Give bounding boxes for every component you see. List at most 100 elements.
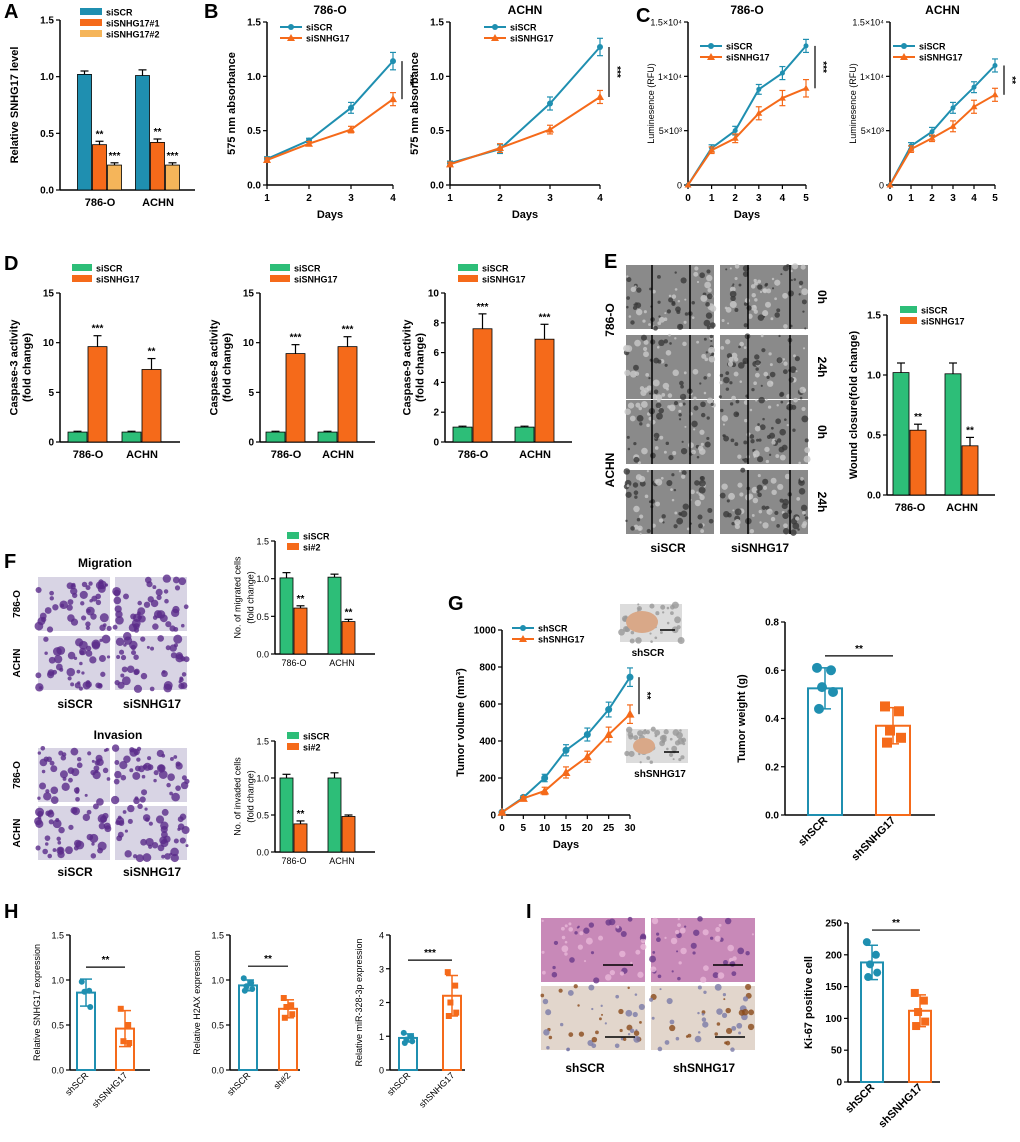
cell-texture [804, 327, 807, 330]
cell-texture [604, 974, 612, 981]
data-point [971, 84, 977, 90]
cell-texture [668, 297, 674, 303]
cell-texture [170, 608, 180, 618]
x-tick-label: 786-O [281, 658, 306, 668]
cell-texture [173, 626, 179, 632]
cell-texture [674, 288, 678, 291]
cell-texture [679, 513, 682, 516]
cell-texture [179, 677, 184, 683]
cell-texture [764, 283, 768, 287]
cell-texture [614, 1043, 620, 1049]
cell-texture [37, 796, 41, 800]
y-tick-label: 0.5 [430, 126, 444, 137]
cell-texture [761, 348, 766, 353]
cell-texture [665, 350, 672, 356]
data-point [117, 1005, 124, 1012]
data-point [281, 1014, 288, 1021]
cell-texture [663, 729, 669, 735]
legend-label: siSNHG17 [482, 275, 526, 285]
cell-texture [618, 628, 625, 636]
cell-texture [633, 364, 639, 371]
cell-texture [635, 637, 642, 644]
cell-texture [738, 1009, 745, 1016]
cell-texture [114, 605, 122, 613]
cell-texture [45, 810, 51, 816]
cell-texture [637, 971, 644, 978]
y-tick-label: 0.0 [51, 1066, 64, 1076]
cell-texture [799, 386, 806, 394]
cell-texture [727, 944, 734, 952]
data-point [582, 752, 592, 761]
cell-texture [558, 988, 563, 993]
cell-texture [135, 854, 144, 863]
cell-texture [703, 337, 707, 341]
cell-texture [679, 927, 686, 934]
cell-texture [717, 972, 725, 979]
x-tick-label: 0 [685, 193, 691, 204]
y-axis-label: Relative miR-328-3p expression [354, 938, 364, 1066]
cell-texture [762, 288, 767, 293]
cell-texture [692, 951, 696, 955]
cell-texture [75, 787, 80, 791]
y-tick-label: 0.0 [430, 181, 444, 192]
cell-texture [68, 777, 73, 783]
cell-texture [112, 586, 121, 596]
cell-texture [678, 418, 682, 421]
cell-texture [742, 271, 749, 277]
cell-texture [174, 585, 181, 591]
cell-texture [737, 947, 745, 955]
cell-texture [659, 740, 665, 747]
cell-texture [698, 479, 706, 487]
cell-texture [716, 1008, 723, 1015]
cell-texture [70, 682, 75, 687]
bar [327, 777, 342, 853]
cell-texture [639, 514, 644, 519]
bar [944, 373, 962, 496]
cell-texture [165, 645, 171, 651]
cell-texture [636, 287, 642, 293]
bar [279, 577, 294, 655]
cell-texture [707, 373, 711, 377]
cell-texture [721, 318, 725, 323]
legend-label: siSCR [303, 732, 330, 742]
cell-texture [769, 371, 776, 378]
cell-texture [646, 756, 651, 760]
cell-texture [704, 281, 712, 289]
cell-texture [48, 656, 56, 664]
time-label: 0h [815, 290, 829, 304]
bar [141, 369, 162, 443]
data-point [444, 969, 451, 976]
significance-label: ** [148, 347, 156, 358]
cell-texture [734, 308, 739, 312]
y-axis-label-line: (fold change) [246, 571, 256, 624]
cell-texture [690, 942, 697, 949]
cell-texture [627, 402, 635, 409]
cell-texture [52, 848, 57, 853]
cell-texture [179, 837, 186, 844]
legend-label: siSCR [510, 23, 537, 33]
cell-texture [546, 1046, 550, 1050]
cell-texture [761, 505, 766, 510]
cell-texture [117, 815, 122, 820]
cell-texture [178, 577, 187, 586]
y-tick-label: 0.5 [247, 126, 261, 137]
cell-texture [633, 505, 640, 513]
cell-texture [75, 796, 80, 802]
cell-texture [759, 521, 762, 524]
y-tick-label: 0.5 [51, 1021, 64, 1031]
cell-texture [80, 601, 85, 606]
cell-texture [694, 1035, 702, 1043]
cell-texture [138, 765, 145, 773]
cell-texture [712, 972, 719, 979]
cell-texture [70, 747, 79, 756]
y-axis-label-line: Tumor volume (mm³) [455, 668, 467, 777]
cell-texture [798, 280, 804, 286]
cell-texture [680, 510, 688, 518]
cell-texture [738, 345, 741, 349]
chart-title: ACHN [925, 3, 960, 17]
series-line [687, 45, 807, 186]
legend-marker [708, 43, 714, 49]
x-tick-label: 1 [908, 193, 914, 204]
cell-texture [725, 1027, 733, 1035]
cell-texture [643, 351, 649, 358]
